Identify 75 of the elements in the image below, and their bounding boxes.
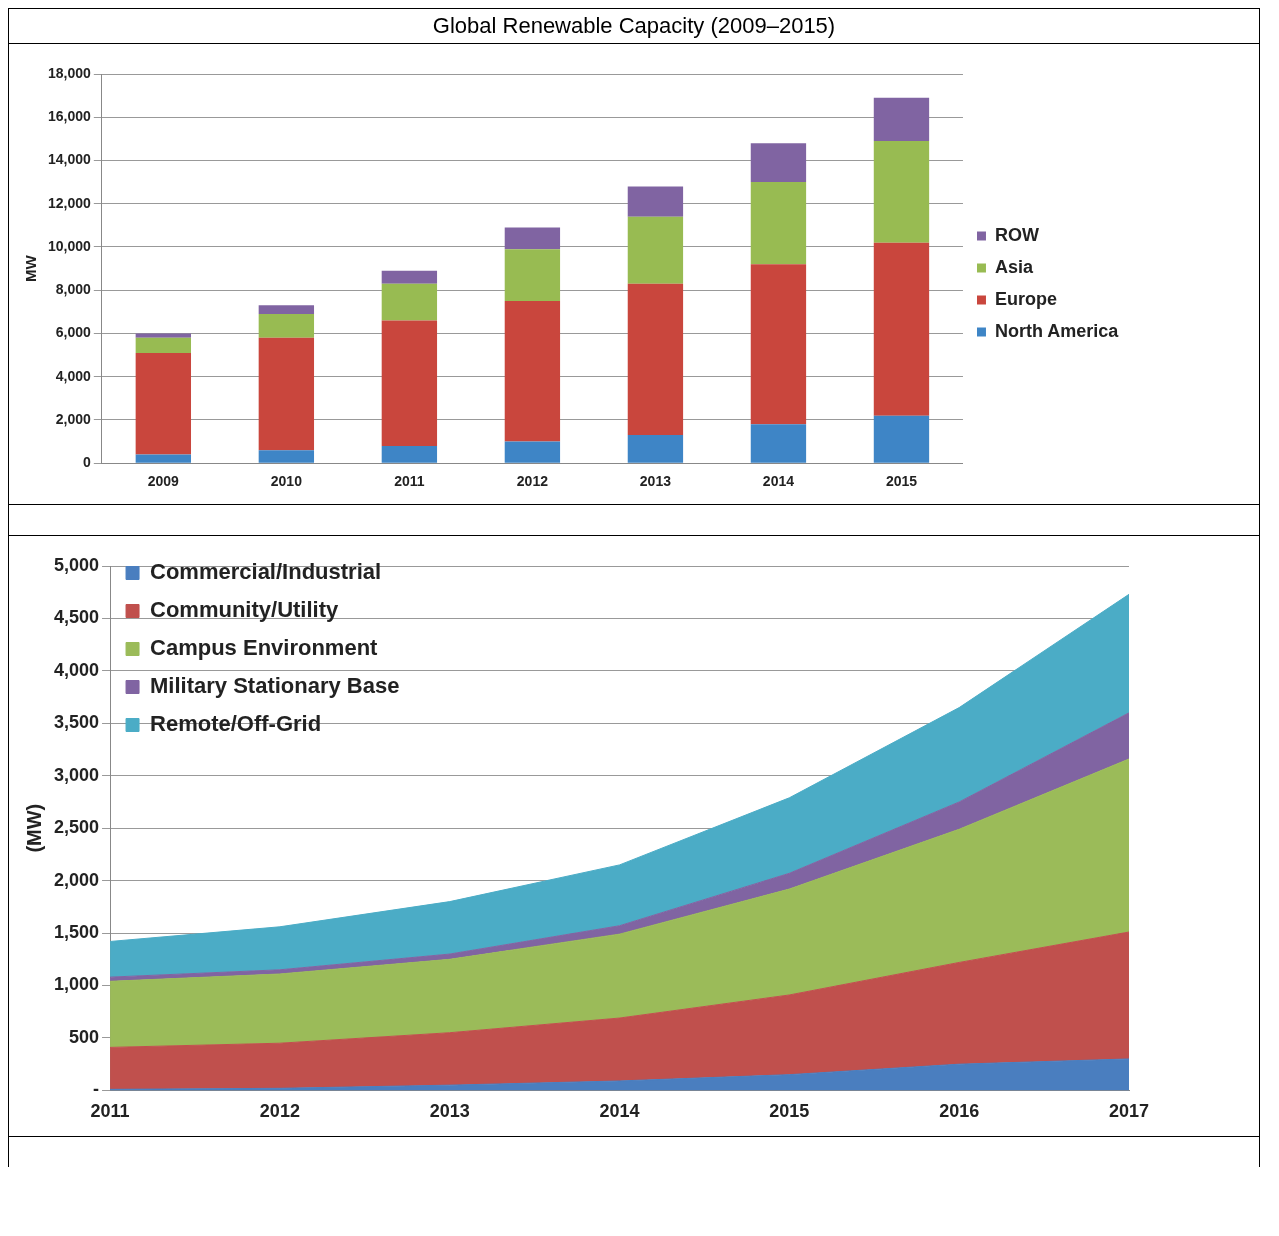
- y-tick-label: 500: [69, 1026, 100, 1047]
- bar: [504, 227, 561, 250]
- bar: [135, 454, 192, 463]
- chart-title: Global Renewable Capacity (2009–2015): [431, 12, 837, 40]
- x-tick-label: 2016: [939, 1101, 980, 1122]
- x-tick-label: 2012: [259, 1101, 300, 1122]
- y-tick-label: 8,000: [55, 281, 92, 298]
- x-tick-label: 2017: [1108, 1101, 1150, 1122]
- bar: [258, 337, 315, 451]
- legend-label: Commercial/Industrial: [150, 559, 382, 585]
- y-tick-label: 4,000: [55, 367, 92, 384]
- legend-label: Europe: [994, 288, 1057, 309]
- bar: [135, 333, 192, 338]
- y-tick-label: 6,000: [55, 324, 92, 341]
- y-tick-label: 2,000: [55, 410, 92, 427]
- y-tick-label: 3,500: [54, 712, 100, 733]
- legend-label: Asia: [994, 256, 1034, 277]
- bar: [750, 182, 807, 265]
- y-tick-label: 4,000: [54, 659, 100, 680]
- x-tick-label: 2009: [147, 473, 180, 490]
- bar: [381, 320, 438, 446]
- x-tick-label: 2011: [90, 1101, 130, 1122]
- bar: [627, 435, 684, 463]
- x-tick-label: 2015: [769, 1101, 810, 1122]
- legend-label: Community/Utility: [150, 597, 340, 623]
- bar: [381, 270, 438, 284]
- bar: [750, 143, 807, 183]
- bar: [873, 97, 930, 142]
- y-tick-label: 1,500: [54, 922, 100, 943]
- legend-label: ROW: [994, 224, 1039, 245]
- bar: [135, 352, 192, 455]
- bar: [258, 305, 315, 315]
- bar: [135, 337, 192, 353]
- y-axis-title: MW: [22, 254, 40, 282]
- legend-label: Remote/Off-Grid: [150, 711, 322, 737]
- y-tick-label: 16,000: [47, 108, 92, 125]
- bar: [381, 283, 438, 321]
- y-tick-label: 12,000: [47, 194, 92, 211]
- bar: [873, 141, 930, 243]
- legend-label: North America: [994, 320, 1120, 341]
- bar: [627, 216, 684, 284]
- x-tick-label: 2014: [599, 1101, 640, 1122]
- bar: [750, 424, 807, 463]
- y-tick-label: 14,000: [47, 151, 92, 168]
- legend-label: Military Stationary Base: [150, 673, 400, 699]
- bar: [504, 301, 561, 442]
- x-tick-label: 2014: [762, 473, 795, 490]
- x-tick-label: 2010: [270, 473, 303, 490]
- bar: [504, 441, 561, 463]
- bar: [258, 314, 315, 338]
- bar: [381, 445, 438, 463]
- x-tick-label: 2013: [639, 473, 672, 490]
- y-tick-label: 1,000: [54, 974, 100, 995]
- y-tick-label: -: [93, 1079, 100, 1100]
- bar: [873, 242, 930, 416]
- bar: [627, 283, 684, 436]
- x-tick-label: 2015: [885, 473, 918, 490]
- bar: [258, 450, 315, 463]
- bar: [873, 415, 930, 463]
- y-axis-title: (MW): [22, 803, 45, 853]
- y-tick-label: 2,500: [54, 817, 100, 838]
- x-tick-label: 2012: [516, 473, 549, 490]
- x-tick-label: 2013: [429, 1101, 470, 1122]
- bar: [627, 186, 684, 217]
- y-tick-label: 4,500: [54, 607, 100, 628]
- y-tick-label: 3,000: [54, 764, 100, 785]
- y-tick-label: 18,000: [47, 64, 92, 81]
- legend-label: Campus Environment: [150, 635, 379, 661]
- y-tick-label: 0: [83, 454, 92, 471]
- y-tick-label: 2,000: [54, 869, 100, 890]
- y-tick-label: 10,000: [47, 237, 92, 254]
- bar: [504, 249, 561, 302]
- y-tick-label: 5,000: [54, 554, 100, 575]
- x-tick-label: 2011: [394, 473, 425, 490]
- bar: [750, 264, 807, 425]
